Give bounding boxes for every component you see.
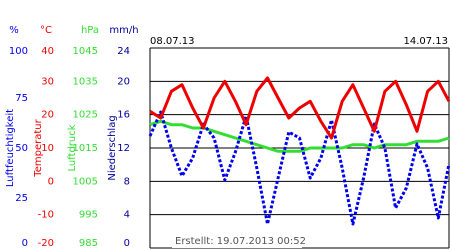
series-line bbox=[149, 119, 450, 153]
axis-unit: % bbox=[9, 25, 19, 36]
y-tick-label: 1045 bbox=[73, 46, 98, 57]
y-tick-label: -20 bbox=[38, 238, 54, 249]
x-start-label: 08.07.13 bbox=[150, 36, 195, 47]
y-tick-label: 24 bbox=[117, 46, 130, 57]
footer-bg bbox=[172, 234, 302, 248]
axis-unit: °C bbox=[40, 25, 52, 36]
y-tick-label: 25 bbox=[15, 193, 28, 204]
y-tick-label: 75 bbox=[15, 93, 28, 104]
axis-title: Luftdruck bbox=[67, 124, 78, 171]
y-tick-label: 4 bbox=[124, 210, 130, 221]
y-tick-label: 0 bbox=[22, 238, 28, 249]
y-tick-label: 50 bbox=[15, 143, 28, 154]
y-tick-label: 20 bbox=[41, 110, 54, 121]
footer: Erstellt: 19.07.2013 00:52 bbox=[175, 236, 306, 247]
axis-title: Temperatur bbox=[33, 118, 44, 177]
y-tick-label: 30 bbox=[41, 76, 54, 87]
axis-title: Luftfeuchtigkeit bbox=[5, 109, 16, 187]
y-tick-label: 1005 bbox=[73, 176, 98, 187]
y-tick-label: 20 bbox=[117, 76, 130, 87]
y-tick-label: 1015 bbox=[73, 143, 98, 154]
y-tick-label: 995 bbox=[79, 210, 98, 221]
series-line bbox=[148, 110, 450, 226]
y-tick-label: -10 bbox=[38, 210, 54, 221]
y-tick-label: 985 bbox=[79, 238, 98, 249]
series-line bbox=[149, 76, 450, 140]
y-tick-label: 8 bbox=[124, 176, 130, 187]
axis-unit: hPa bbox=[81, 25, 99, 36]
y-tick-label: 12 bbox=[117, 143, 130, 154]
axis-title: Niederschlag bbox=[107, 115, 118, 180]
axis-unit: mm/h bbox=[109, 25, 138, 36]
y-tick-label: 10 bbox=[41, 143, 54, 154]
y-tick-label: 0 bbox=[48, 176, 54, 187]
y-tick-label: 1025 bbox=[73, 110, 98, 121]
y-tick-label: 0 bbox=[124, 238, 130, 249]
y-tick-label: 1035 bbox=[73, 76, 98, 87]
x-end-label: 14.07.13 bbox=[403, 36, 448, 47]
y-tick-label: 40 bbox=[41, 46, 54, 57]
y-tick-label: 100 bbox=[9, 46, 28, 57]
y-tick-label: 16 bbox=[117, 110, 130, 121]
